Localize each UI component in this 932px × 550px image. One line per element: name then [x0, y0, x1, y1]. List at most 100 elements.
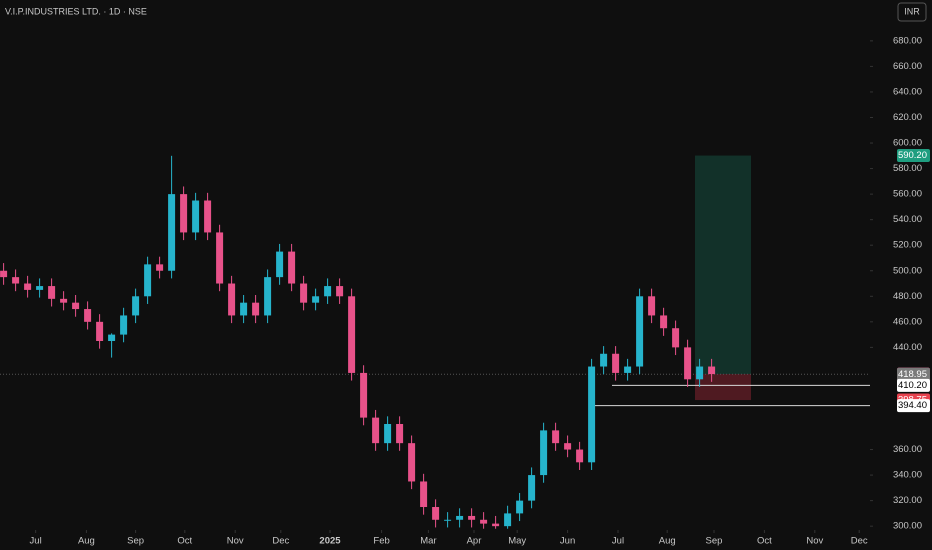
candle-body	[648, 296, 656, 316]
x-tick-label: Dec	[272, 536, 289, 547]
candle-body	[96, 321, 104, 341]
y-tick-label: 600.00	[893, 138, 922, 149]
candle-body	[252, 302, 260, 316]
stop-zone	[695, 374, 751, 401]
candle-body	[492, 523, 500, 527]
candle-body	[336, 286, 344, 297]
candle-body	[0, 270, 8, 278]
y-tick-label: 500.00	[893, 265, 922, 276]
price-label-box	[897, 367, 930, 381]
candle-body	[600, 353, 608, 367]
candle-body	[444, 519, 452, 521]
candle-body	[696, 366, 704, 380]
candle-body	[384, 424, 392, 444]
x-tick-label: Dec	[851, 536, 868, 547]
candle-body	[504, 513, 512, 527]
price-label: 410.20	[898, 380, 927, 391]
y-tick-label: 300.00	[893, 521, 922, 532]
x-tick-label: Jul	[612, 536, 624, 547]
x-tick-label: May	[508, 536, 526, 547]
candle-body	[24, 283, 32, 290]
candle-body	[432, 507, 440, 520]
currency-box[interactable]	[897, 2, 927, 22]
x-tick-label: 2025	[319, 536, 341, 547]
x-tick-label: Oct	[177, 536, 192, 547]
candle-body	[624, 366, 632, 373]
candle-body	[168, 194, 176, 271]
candle-body	[192, 200, 200, 233]
candle-body	[48, 286, 56, 299]
candle-body	[120, 315, 128, 335]
candle-body	[372, 417, 380, 444]
candle-body	[456, 515, 464, 520]
x-tick-label: Apr	[467, 536, 482, 547]
price-label: 590.20	[898, 150, 927, 161]
candle-body	[216, 232, 224, 284]
candle-body	[708, 366, 716, 375]
x-tick-label: Oct	[757, 536, 772, 547]
candle-body	[156, 264, 164, 271]
candle-body	[300, 283, 308, 303]
plot-area	[0, 155, 870, 529]
candle-body	[312, 296, 320, 303]
profit-zone	[695, 155, 751, 375]
candle-body	[636, 296, 644, 367]
candle-body	[204, 200, 212, 233]
price-label-box	[897, 399, 930, 413]
candle-body	[516, 500, 524, 514]
x-tick-label: Aug	[659, 536, 676, 547]
x-tick-label: Nov	[227, 536, 244, 547]
candle-body	[228, 283, 236, 316]
candle-body	[684, 347, 692, 380]
candle-body	[108, 334, 116, 341]
candle-body	[576, 449, 584, 463]
candle-body	[588, 366, 596, 463]
candle-body	[180, 194, 188, 233]
y-tick-label: 340.00	[893, 470, 922, 481]
price-label: 418.95	[898, 369, 927, 380]
y-tick-label: 440.00	[893, 342, 922, 353]
x-tick-label: Mar	[420, 536, 436, 547]
candle-body	[468, 515, 476, 520]
candle-body	[408, 443, 416, 482]
candle-body	[36, 286, 44, 290]
candle-body	[528, 475, 536, 501]
candle-body	[60, 298, 68, 303]
y-tick-label: 520.00	[893, 240, 922, 251]
x-tick-label: Jun	[560, 536, 575, 547]
currency[interactable]: INR	[904, 6, 920, 16]
x-tick-label: Sep	[127, 536, 144, 547]
candle-body	[552, 430, 560, 444]
candle-body	[264, 277, 272, 316]
candle-body	[288, 251, 296, 284]
candle-body	[12, 277, 20, 284]
candle-body	[660, 315, 668, 329]
y-tick-label: 640.00	[893, 86, 922, 97]
x-tick-label: Nov	[806, 536, 823, 547]
candle-body	[540, 430, 548, 476]
candle-body	[324, 286, 332, 297]
y-tick-label: 320.00	[893, 495, 922, 506]
x-tick-label: Jul	[30, 536, 42, 547]
candle-body	[84, 309, 92, 322]
price-label-box	[897, 378, 930, 392]
x-tick-label: Sep	[706, 536, 723, 547]
candle-body	[240, 302, 248, 316]
candle-body	[144, 264, 152, 297]
y-tick-label: 480.00	[893, 291, 922, 302]
y-tick-label: 620.00	[893, 112, 922, 123]
y-tick-label: 580.00	[893, 163, 922, 174]
candle-body	[132, 296, 140, 316]
x-tick-label: Aug	[78, 536, 95, 547]
candle-body	[72, 302, 80, 310]
candle-body	[348, 296, 356, 373]
candle-body	[420, 481, 428, 508]
candle-body	[612, 353, 620, 373]
y-tick-label: 560.00	[893, 189, 922, 200]
y-tick-label: 660.00	[893, 61, 922, 72]
candle-body	[360, 372, 368, 418]
price-label-box	[897, 149, 930, 163]
candle-body	[672, 328, 680, 348]
